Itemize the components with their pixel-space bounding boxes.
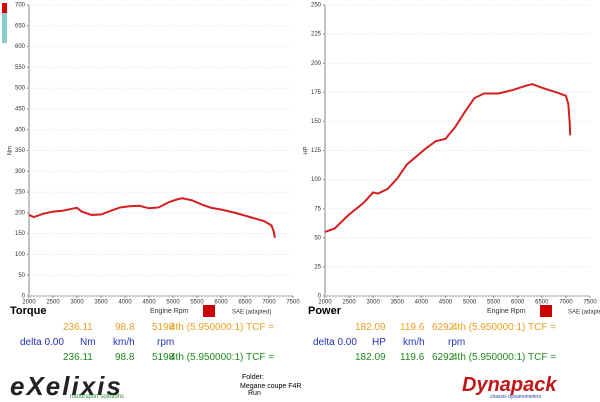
note: SAE (adapted): [568, 310, 600, 316]
data-line: [324, 83, 572, 233]
x-tick-label: 2000: [22, 300, 36, 306]
y-tick-label: 200: [311, 61, 322, 67]
data-line: [28, 197, 276, 238]
chart-title: Torque: [10, 305, 46, 317]
folder-label: Folder:: [242, 374, 264, 381]
y-tick-label: 600: [15, 44, 26, 50]
y-tick-label: 250: [15, 190, 26, 196]
readout: 119.6: [400, 322, 425, 333]
y-tick-label: 700: [15, 3, 26, 9]
x-tick-label: 5000: [166, 300, 180, 306]
readout: 182.09: [355, 352, 386, 363]
x-tick-label: 2500: [342, 300, 356, 306]
logo-right-sub: chassis dynamometers: [490, 394, 542, 400]
y-tick-label: 200: [15, 210, 26, 216]
x-tick-label: 4500: [142, 300, 156, 306]
button[interactable]: [540, 305, 552, 317]
y-tick-label: 250: [311, 3, 322, 9]
readout: km/h: [113, 337, 135, 348]
x-axis-label: Engine Rpm: [487, 308, 526, 315]
x-tick-label: 7500: [583, 300, 597, 306]
y-tick-label: 350: [15, 148, 26, 154]
y-tick-label: 500: [15, 86, 26, 92]
readout: delta 0.00: [20, 337, 64, 348]
readout: delta 0.00: [313, 337, 357, 348]
y-tick-label: 300: [15, 169, 26, 175]
x-axis-label: Engine Rpm: [150, 308, 189, 315]
logo-left-sub: motorsport solutions: [70, 394, 125, 400]
y-tick-label: 50: [18, 273, 25, 279]
y-axis-label: Nm: [8, 146, 14, 155]
y-tick-label: 450: [15, 107, 26, 113]
x-tick-label: 3000: [367, 300, 381, 306]
x-tick-label: 2000: [318, 300, 332, 306]
x-tick-label: 3500: [391, 300, 405, 306]
logo-right: Dynapack: [462, 374, 557, 396]
x-tick-label: 4000: [415, 300, 429, 306]
x-tick-label: 6000: [511, 300, 525, 306]
x-tick-label: 2500: [46, 300, 60, 306]
y-tick-label: 150: [15, 231, 26, 237]
x-tick-label: 7500: [286, 300, 300, 306]
y-tick-label: 100: [15, 252, 26, 258]
y-tick-label: 225: [311, 32, 322, 38]
readout: 4th (5.950000:1) TCF =: [452, 322, 557, 333]
readout: rpm: [157, 337, 175, 348]
readout: Nm: [80, 337, 96, 348]
y-tick-label: 400: [15, 127, 26, 133]
readout: km/h: [403, 337, 425, 348]
readout: 119.6: [400, 352, 425, 363]
note: SAE (adapted): [232, 310, 271, 316]
readout: 98.8: [115, 352, 135, 363]
y-tick-label: 100: [311, 177, 322, 183]
y-axis-label: HP: [304, 146, 310, 154]
x-tick-label: 7000: [262, 300, 276, 306]
legend-swatch: [2, 3, 7, 13]
chart-title: Power: [308, 305, 342, 317]
y-tick-label: 75: [314, 206, 321, 212]
y-tick-label: 175: [311, 90, 322, 96]
y-tick-label: 0: [22, 294, 26, 300]
x-tick-label: 4500: [439, 300, 453, 306]
readout: 5198: [152, 352, 175, 363]
logo-left: eXelixis: [10, 371, 123, 401]
readout: HP: [372, 337, 386, 348]
y-tick-label: 125: [311, 148, 322, 154]
readout: 4th (5.950000:1) TCF =: [170, 322, 275, 333]
y-tick-label: 0: [318, 294, 322, 300]
readout: 98.8: [115, 322, 135, 333]
x-tick-label: 7000: [559, 300, 573, 306]
readout: 6292: [432, 352, 455, 363]
x-tick-label: 5500: [190, 300, 204, 306]
x-tick-label: 6500: [238, 300, 252, 306]
readout: 5198: [152, 322, 175, 333]
x-tick-label: 4000: [118, 300, 132, 306]
readout: 4th (5.950000:1) TCF =: [170, 352, 275, 363]
folder: Megane coupe F4R: [240, 383, 302, 390]
x-tick-label: 3500: [94, 300, 108, 306]
readout: 236.11: [63, 322, 93, 333]
y-tick-label: 50: [314, 235, 321, 241]
y-tick-label: 650: [15, 23, 26, 29]
button[interactable]: [203, 305, 215, 317]
x-tick-label: 5500: [487, 300, 501, 306]
y-tick-label: 25: [314, 264, 321, 270]
readout: rpm: [448, 337, 466, 348]
readout: 236.11: [63, 352, 93, 363]
x-tick-label: 3000: [70, 300, 84, 306]
x-tick-label: 6000: [214, 300, 228, 306]
x-tick-label: 6500: [535, 300, 549, 306]
x-tick-label: 5000: [463, 300, 477, 306]
readout: 182.09: [355, 322, 386, 333]
readout: 6292: [432, 322, 455, 333]
legend-swatch: [2, 13, 7, 43]
y-tick-label: 550: [15, 65, 26, 71]
readout: 4th (5.950000:1) TCF =: [452, 352, 557, 363]
y-tick-label: 150: [311, 119, 322, 125]
run-label: Run: [248, 390, 261, 397]
